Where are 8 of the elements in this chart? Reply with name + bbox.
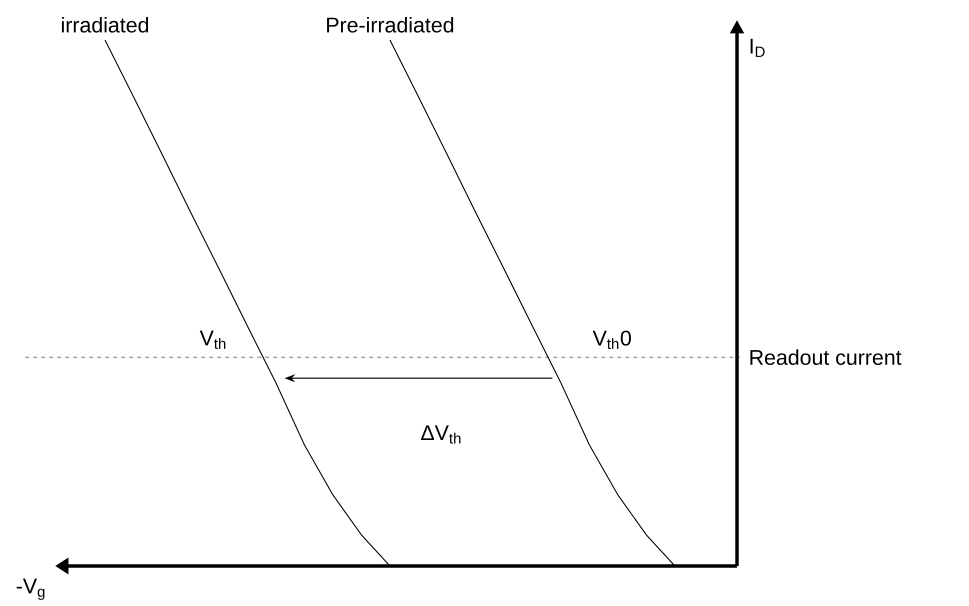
series-label: irradiated: [62, 16, 148, 33]
y-axis-title: I$_{D}$: [750, 38, 765, 57]
annotation: V$_{th}$0: [592, 330, 631, 350]
ref-line-label: Readout current: [750, 349, 902, 366]
annotation: ΔV$_{th}$: [421, 425, 460, 444]
annotation: V$_{th}$: [200, 330, 226, 349]
x-axis-title: -V$_{g}$: [16, 578, 44, 600]
series-label: Pre-irradiated: [327, 16, 454, 33]
